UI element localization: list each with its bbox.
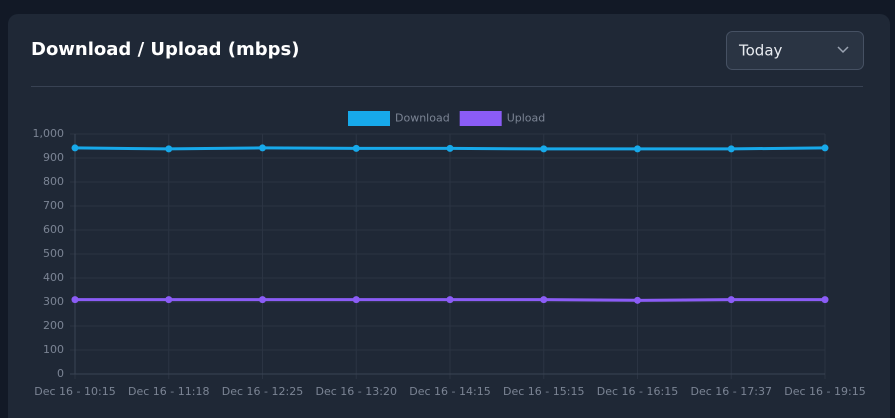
period-dropdown[interactable]: Today xyxy=(726,31,864,70)
x-tick-label: Dec 16 - 17:37 xyxy=(691,385,772,398)
data-point xyxy=(540,145,548,153)
data-point xyxy=(71,296,79,304)
data-point xyxy=(446,296,454,304)
x-tick-label: Dec 16 - 14:15 xyxy=(409,385,490,398)
y-tick-label: 0 xyxy=(57,367,64,380)
data-point xyxy=(727,145,735,153)
legend-label: Download xyxy=(395,112,450,125)
x-tick-label: Dec 16 - 11:18 xyxy=(128,385,209,398)
data-point xyxy=(259,296,266,304)
y-tick-label: 900 xyxy=(43,151,64,164)
legend-swatch xyxy=(348,111,390,126)
data-point xyxy=(446,144,454,152)
data-point xyxy=(821,144,829,152)
data-point xyxy=(634,296,641,304)
x-tick-label: Dec 16 - 19:15 xyxy=(784,385,865,398)
y-tick-label: 600 xyxy=(43,223,64,236)
data-point xyxy=(71,144,79,152)
dropdown-value[interactable]: Today xyxy=(738,42,783,60)
y-tick-label: 300 xyxy=(43,295,64,308)
x-tick-label: Dec 16 - 16:15 xyxy=(597,385,678,398)
data-point xyxy=(165,145,173,153)
legend-swatch xyxy=(459,111,502,126)
y-tick-label: 1,000 xyxy=(33,127,65,140)
data-point xyxy=(352,144,360,152)
data-point xyxy=(634,145,641,153)
data-point xyxy=(352,296,360,304)
y-tick-label: 800 xyxy=(43,175,64,188)
data-point xyxy=(540,296,548,304)
y-tick-label: 500 xyxy=(43,247,64,260)
card xyxy=(8,14,890,418)
y-tick-label: 700 xyxy=(43,199,64,212)
x-tick-label: Dec 16 - 13:20 xyxy=(316,385,397,398)
y-tick-label: 200 xyxy=(43,319,64,332)
data-point xyxy=(727,296,735,304)
x-tick-label: Dec 16 - 15:15 xyxy=(503,385,584,398)
legend-label: Upload xyxy=(507,112,546,125)
data-point xyxy=(165,296,173,304)
x-tick-label: Dec 16 - 12:25 xyxy=(222,385,303,398)
dropdown-box[interactable] xyxy=(726,31,864,70)
y-tick-label: 400 xyxy=(43,271,64,284)
data-point xyxy=(821,296,829,304)
data-point xyxy=(259,144,266,152)
card-title: Download / Upload (mbps) xyxy=(31,39,299,60)
dropdown-chevron xyxy=(837,46,849,54)
x-tick-label: Dec 16 - 10:15 xyxy=(34,385,115,398)
y-tick-label: 100 xyxy=(43,343,64,356)
chart: 0 100 200 300 400 500 600 700 800 900 1,000 Dec 16 … xyxy=(33,111,866,398)
